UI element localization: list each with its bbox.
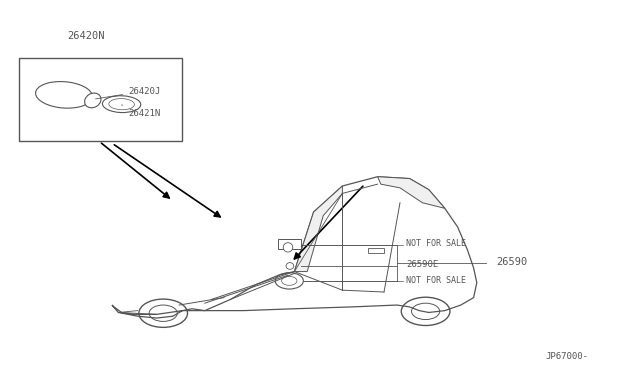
- Ellipse shape: [84, 93, 101, 108]
- Text: NOT FOR SALE: NOT FOR SALE: [406, 276, 467, 285]
- Ellipse shape: [286, 263, 294, 269]
- Text: 26590: 26590: [496, 257, 527, 267]
- Ellipse shape: [283, 243, 293, 252]
- Polygon shape: [112, 177, 477, 318]
- Text: 26420J: 26420J: [95, 87, 160, 99]
- Text: JP67000-: JP67000-: [546, 352, 589, 361]
- Polygon shape: [294, 186, 342, 272]
- Text: 26590E: 26590E: [406, 260, 438, 269]
- Ellipse shape: [36, 81, 92, 108]
- Text: 26420N: 26420N: [68, 31, 105, 41]
- Bar: [19, 58, 182, 141]
- Ellipse shape: [102, 96, 141, 113]
- Bar: [368, 248, 384, 253]
- Text: NOT FOR SALE: NOT FOR SALE: [406, 239, 467, 248]
- Bar: [278, 239, 301, 249]
- Polygon shape: [378, 177, 445, 208]
- Ellipse shape: [109, 99, 134, 110]
- Text: 26421N: 26421N: [122, 105, 160, 118]
